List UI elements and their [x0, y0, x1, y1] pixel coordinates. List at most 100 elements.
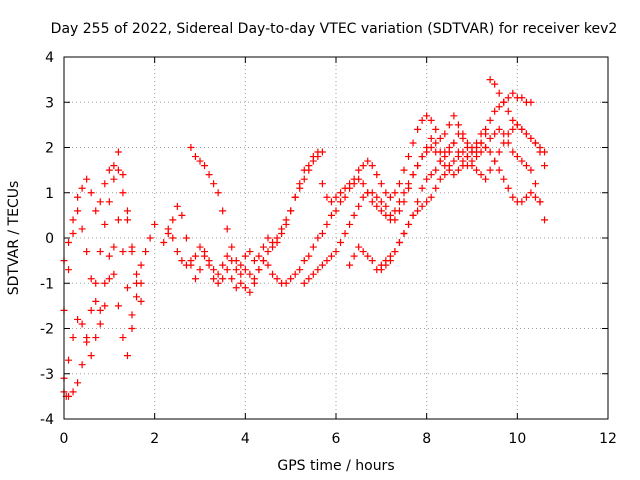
data-point	[105, 198, 113, 206]
data-point	[318, 261, 326, 269]
data-point	[78, 361, 86, 369]
data-point	[405, 153, 413, 161]
x-axis-title: GPS time / hours	[277, 458, 394, 474]
data-point	[323, 220, 331, 228]
data-point	[377, 180, 385, 188]
data-point	[92, 297, 100, 305]
data-point	[182, 234, 190, 242]
data-point	[486, 116, 494, 124]
data-point	[205, 171, 213, 179]
data-point	[432, 184, 440, 192]
data-point	[305, 162, 313, 170]
data-point	[332, 193, 340, 201]
data-point	[436, 157, 444, 165]
data-point	[101, 279, 109, 287]
data-point	[237, 270, 245, 278]
data-point	[395, 239, 403, 247]
data-point	[531, 139, 539, 147]
data-point	[318, 229, 326, 237]
data-point	[355, 202, 363, 210]
data-point	[318, 180, 326, 188]
data-point	[536, 198, 544, 206]
data-point	[486, 166, 494, 174]
data-point	[527, 134, 535, 142]
data-point	[418, 116, 426, 124]
data-point	[482, 130, 490, 138]
data-point	[482, 144, 490, 151]
data-point	[74, 379, 82, 387]
data-point	[169, 216, 177, 224]
data-point	[414, 207, 422, 215]
y-tick-label: 0	[45, 231, 54, 247]
data-point	[96, 198, 104, 206]
data-point	[432, 139, 440, 147]
data-point	[178, 257, 186, 265]
data-point	[355, 166, 363, 174]
data-point	[368, 198, 376, 206]
data-point	[477, 139, 485, 147]
data-point	[114, 166, 122, 174]
data-point	[432, 166, 440, 174]
data-point	[377, 198, 385, 206]
data-point	[191, 275, 199, 283]
data-point	[327, 211, 335, 219]
data-point	[178, 211, 186, 219]
data-point	[87, 275, 95, 283]
data-point	[314, 234, 322, 242]
data-point	[491, 130, 499, 138]
data-point	[191, 252, 199, 260]
data-point	[219, 275, 227, 283]
data-point	[509, 89, 517, 97]
data-point	[463, 144, 471, 151]
series-track-6	[160, 89, 535, 292]
data-point	[151, 220, 159, 228]
y-tick-label: -1	[40, 276, 54, 292]
data-point	[137, 297, 145, 305]
data-point	[541, 162, 549, 170]
data-point	[205, 261, 213, 269]
data-point	[65, 392, 73, 400]
data-point	[450, 112, 458, 120]
data-point	[219, 261, 227, 269]
data-point	[513, 121, 521, 129]
data-point	[210, 180, 218, 188]
data-point	[359, 248, 367, 256]
data-point	[491, 80, 499, 88]
data-point	[241, 284, 249, 292]
data-point	[241, 252, 249, 260]
data-point	[92, 279, 100, 287]
data-point	[536, 144, 544, 151]
data-point	[495, 148, 503, 156]
data-point	[359, 193, 367, 201]
data-point	[305, 252, 313, 260]
data-point	[350, 252, 358, 260]
data-point	[518, 125, 526, 133]
data-point	[196, 157, 204, 165]
data-point	[386, 211, 394, 219]
data-point	[382, 189, 390, 197]
y-tick-label: 1	[45, 186, 54, 202]
data-point	[350, 211, 358, 219]
data-point	[450, 139, 458, 147]
data-point	[423, 148, 431, 156]
data-point	[74, 193, 82, 201]
data-point	[400, 166, 408, 174]
data-point	[368, 257, 376, 265]
data-point	[282, 220, 290, 228]
data-point	[355, 243, 363, 251]
data-point	[427, 193, 435, 201]
data-point	[409, 171, 417, 179]
data-point	[531, 193, 539, 201]
data-point	[486, 76, 494, 84]
y-tick-label: -2	[40, 322, 54, 338]
data-point	[69, 229, 77, 237]
data-point	[395, 180, 403, 188]
data-point	[196, 243, 204, 251]
data-point	[409, 139, 417, 147]
series-track-4	[60, 207, 159, 328]
data-point	[454, 166, 462, 174]
data-point	[250, 257, 258, 265]
data-point	[491, 157, 499, 165]
y-tick-label: -4	[40, 412, 54, 428]
x-tick-label: 12	[599, 431, 617, 447]
